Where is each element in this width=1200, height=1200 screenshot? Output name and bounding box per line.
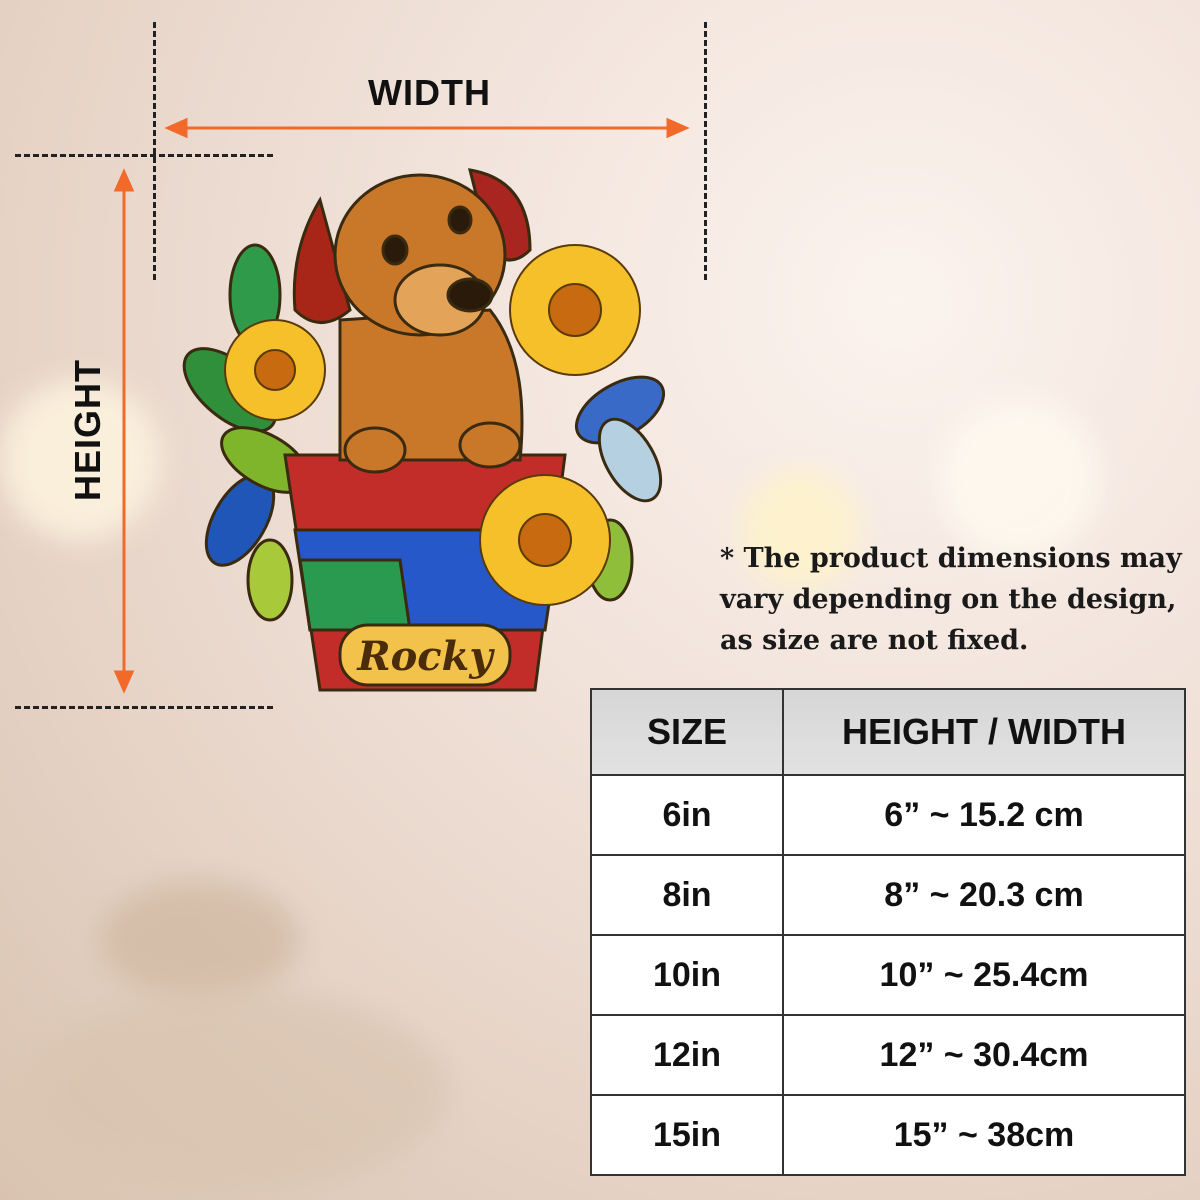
table-row: 8in 8” ~ 20.3 cm: [590, 854, 1186, 936]
dog-paw: [458, 421, 522, 469]
dimension-cell: 15” ~ 38cm: [782, 1094, 1186, 1176]
header-size: SIZE: [590, 688, 784, 776]
dog-paw: [343, 426, 407, 474]
width-arrow-head-right: [666, 117, 690, 139]
width-guide-right: [704, 22, 707, 280]
bokeh-light: [740, 470, 860, 590]
sunflower: [509, 244, 641, 376]
dimension-note: * The product dimensions may vary depend…: [720, 543, 1182, 656]
leaf: [597, 417, 663, 503]
table-row: 6in 6” ~ 15.2 cm: [590, 774, 1186, 856]
dimension-arrows: [113, 117, 690, 694]
size-table: SIZE HEIGHT / WIDTH 6in 6” ~ 15.2 cm 8in 8…: [590, 688, 1186, 1176]
bokeh-shadow: [30, 990, 450, 1190]
height-guide-bottom: [15, 706, 273, 709]
table-row: 15in 15” ~ 38cm: [590, 1094, 1186, 1176]
dimension-cell: 10” ~ 25.4cm: [782, 934, 1186, 1016]
size-cell: 6in: [590, 774, 784, 856]
table-row: 10in 10” ~ 25.4cm: [590, 934, 1186, 1016]
width-label: WIDTH: [368, 72, 491, 113]
size-cell: 10in: [590, 934, 784, 1016]
bokeh-light: [940, 400, 1100, 560]
dimension-cell: 6” ~ 15.2 cm: [782, 774, 1186, 856]
width-guide-left: [153, 22, 156, 280]
height-guide-top: [15, 154, 273, 157]
size-cell: 12in: [590, 1014, 784, 1096]
dog-ear-left: [292, 196, 352, 324]
height-arrow-head-bottom: [113, 670, 135, 694]
table-header-row: SIZE HEIGHT / WIDTH: [590, 688, 1186, 776]
dog-nose: [446, 277, 494, 313]
leaf: [246, 538, 294, 622]
dimension-cell: 8” ~ 20.3 cm: [782, 854, 1186, 936]
size-cell: 15in: [590, 1094, 784, 1176]
sunflower: [479, 474, 611, 606]
dog-body: [338, 308, 524, 462]
table-row: 12in 12” ~ 30.4cm: [590, 1014, 1186, 1096]
height-label: HEIGHT: [67, 358, 108, 502]
pet-name: Rocky: [356, 633, 495, 680]
dimension-cell: 12” ~ 30.4cm: [782, 1014, 1186, 1096]
bokeh-shadow: [100, 880, 300, 1000]
name-plate: [338, 623, 512, 687]
header-height-width: HEIGHT / WIDTH: [782, 688, 1186, 776]
product-illustration: Rocky: [182, 168, 666, 692]
sunflower: [224, 319, 326, 421]
bokeh-light: [0, 380, 160, 540]
height-arrow-head-top: [113, 168, 135, 192]
width-arrow-head-left: [164, 117, 188, 139]
size-cell: 8in: [590, 854, 784, 936]
